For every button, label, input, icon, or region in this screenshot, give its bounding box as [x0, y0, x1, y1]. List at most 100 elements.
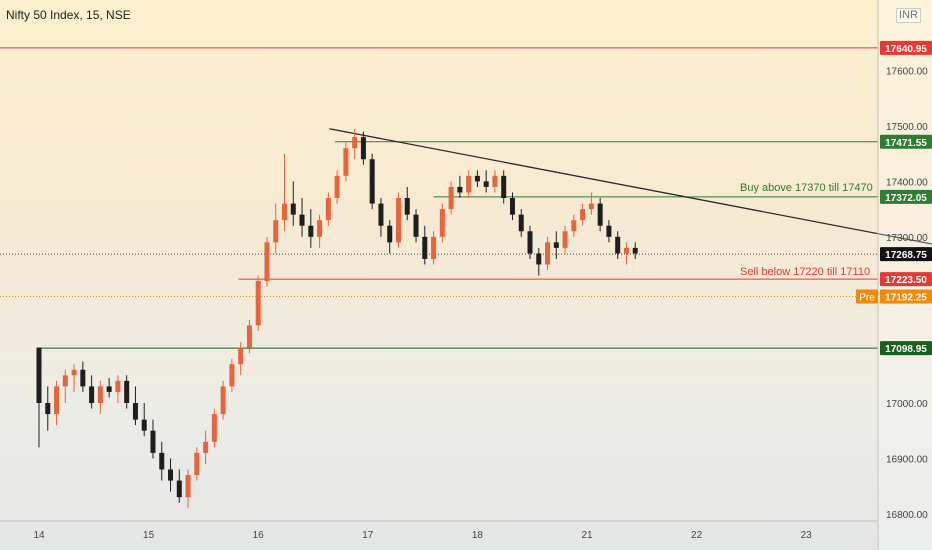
candle-body [580, 209, 586, 221]
level-price-tag [880, 40, 932, 55]
candle-body [150, 430, 156, 453]
candle-body [203, 441, 209, 453]
level-price-label: 17640.95 [885, 44, 927, 55]
pre-market-tag [856, 289, 878, 304]
candle-body [168, 469, 174, 481]
price-tick-label: 17300.00 [886, 233, 928, 244]
candle-body [509, 198, 515, 215]
candle-body [325, 198, 331, 221]
candle-body [176, 480, 182, 498]
candle-body [588, 203, 594, 210]
candle-body [483, 181, 489, 187]
candle-body [317, 220, 323, 237]
candle-body [89, 386, 95, 403]
candle-body [448, 186, 454, 210]
candle-body [360, 137, 366, 160]
sell-annotation: Sell below 17220 till 17110 [740, 266, 870, 278]
candle-body [545, 242, 551, 265]
candle-body [492, 175, 498, 187]
candle-body [413, 214, 419, 237]
price-tick-label: 16800.00 [886, 510, 928, 521]
level-price-tag [880, 289, 932, 304]
candle-body [422, 236, 428, 259]
candle-body [54, 386, 60, 415]
candle-body [220, 386, 226, 415]
level-price-tag [880, 189, 932, 204]
candle-body [387, 225, 393, 243]
candle-body [334, 175, 340, 199]
candle-body [395, 198, 401, 243]
candle-body [536, 253, 542, 265]
candle-body [255, 281, 261, 326]
price-axis: 16800.00 16900.00 17000.00 17300.00 17400.00… [856, 0, 932, 550]
candle-body [106, 386, 112, 392]
candle-body [246, 325, 252, 348]
candle-body [615, 236, 621, 254]
level-price-label: 17223.50 [885, 275, 927, 286]
annotations: Buy above 17370 till 17470 Sell below 172… [740, 182, 873, 278]
level-price-label: 17268.75 [885, 250, 927, 261]
buy-annotation: Buy above 17370 till 17470 [740, 182, 873, 194]
candle-body [597, 203, 603, 226]
candle-body [457, 186, 463, 193]
candle-body [290, 203, 296, 215]
candle-body [404, 198, 410, 215]
currency-badge[interactable]: INR [896, 8, 921, 23]
candle-body [132, 403, 138, 420]
level-price-tag [880, 247, 932, 262]
candle-body [80, 369, 86, 387]
candle-body [501, 175, 507, 199]
chart-title: Nifty 50 Index, 15, NSE [6, 8, 131, 22]
candle-body [623, 247, 629, 254]
candles [36, 128, 638, 509]
time-tick-label: 18 [472, 530, 484, 541]
candle-body [282, 203, 288, 221]
candle-body [185, 475, 191, 498]
time-tick-label: 22 [691, 530, 703, 541]
level-price-tag [880, 134, 932, 149]
candle-body [194, 452, 200, 476]
level-price-label: 17192.25 [885, 292, 927, 303]
horizontal-levels [0, 47, 878, 349]
trendline-layer [329, 128, 932, 245]
time-tick-label: 21 [581, 530, 593, 541]
level-price-tag [880, 341, 932, 356]
price-tick-label: 17500.00 [886, 122, 928, 133]
candle-body [45, 403, 51, 415]
candle-body [36, 347, 42, 403]
candle-body [124, 380, 130, 403]
time-tick-label: 16 [253, 530, 265, 541]
price-tick-label: 17400.00 [886, 177, 928, 188]
level-price-label: 17471.55 [885, 138, 927, 149]
candle-body [238, 347, 244, 365]
time-tick-label: 17 [362, 530, 374, 541]
candle-body [264, 242, 270, 282]
candle-body [71, 369, 77, 376]
candle-body [159, 452, 165, 470]
candle-body [527, 231, 533, 254]
candle-body [343, 148, 349, 176]
candle-body [141, 419, 147, 431]
candle-body [369, 159, 375, 204]
pre-market-label: Pre [859, 292, 875, 303]
level-price-label: 17372.05 [885, 193, 927, 204]
candle-body [273, 220, 279, 243]
candle-body [466, 175, 472, 193]
candle-body [115, 380, 121, 392]
candle-body [378, 203, 384, 226]
candle-body [97, 386, 103, 403]
candle-body [308, 225, 314, 237]
candle-body [299, 214, 305, 226]
price-tick-label: 16900.00 [886, 454, 928, 465]
candle-body [439, 209, 445, 237]
candle-body [606, 225, 612, 237]
level-price-tag [880, 272, 932, 287]
time-axis: 14 15 16 17 18 21 22 23 [0, 520, 878, 541]
candle-body [571, 220, 577, 232]
candle-body [632, 247, 638, 254]
candle-body [562, 231, 568, 248]
price-tick-label: 17000.00 [886, 399, 928, 410]
candle-body [352, 137, 358, 149]
